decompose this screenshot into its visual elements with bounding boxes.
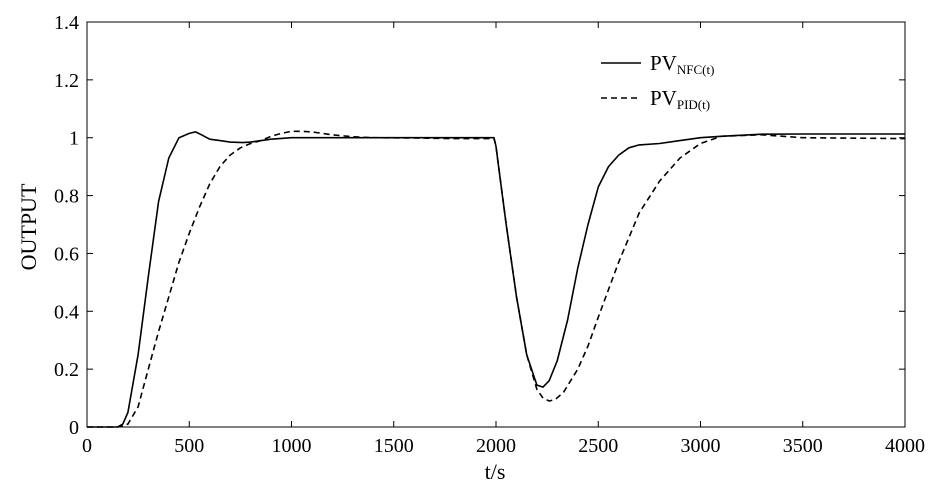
legend-label-main: PV xyxy=(650,51,677,75)
x-tick-label: 500 xyxy=(174,435,204,457)
y-tick-label: 1 xyxy=(69,128,79,150)
legend-label-subscript: PID(t) xyxy=(677,97,710,112)
x-tick-label: 2500 xyxy=(578,435,618,457)
series-line-pid xyxy=(87,130,906,428)
y-axis-label: OUTPUT xyxy=(16,183,41,270)
series-line-nfc xyxy=(87,131,905,428)
legend-label-main: PV xyxy=(650,86,677,110)
legend-label-subscript: NFC(t) xyxy=(677,62,715,77)
legend: PVNFC(t)PVPID(t) xyxy=(601,51,714,112)
x-tick-label: 3500 xyxy=(783,435,823,457)
legend-label: PVPID(t) xyxy=(650,86,710,112)
x-axis-label: t/s xyxy=(485,459,506,484)
y-tick-label: 1.2 xyxy=(54,70,79,92)
x-tick-label: 1500 xyxy=(374,435,414,457)
x-axis: 0 500 1000 1500 2000 2500 3000 3500 4000 xyxy=(82,22,925,457)
y-axis: 0 0.2 0.4 0.6 0.8 1 1.2 1.4 xyxy=(54,12,905,439)
x-tick-label: 2000 xyxy=(476,435,516,457)
x-tick-label: 0 xyxy=(82,435,92,457)
x-tick-label: 4000 xyxy=(885,435,925,457)
y-tick-label: 0.2 xyxy=(54,359,79,381)
y-tick-label: 0.4 xyxy=(54,301,79,323)
y-tick-label: 1.4 xyxy=(54,12,79,34)
y-tick-label: 0.8 xyxy=(54,186,79,208)
x-tick-label: 1000 xyxy=(272,435,312,457)
y-tick-label: 0 xyxy=(69,417,79,439)
series-layer xyxy=(87,130,906,428)
legend-label: PVNFC(t) xyxy=(650,51,714,77)
y-tick-label: 0.6 xyxy=(54,243,79,265)
x-tick-label: 3000 xyxy=(681,435,721,457)
